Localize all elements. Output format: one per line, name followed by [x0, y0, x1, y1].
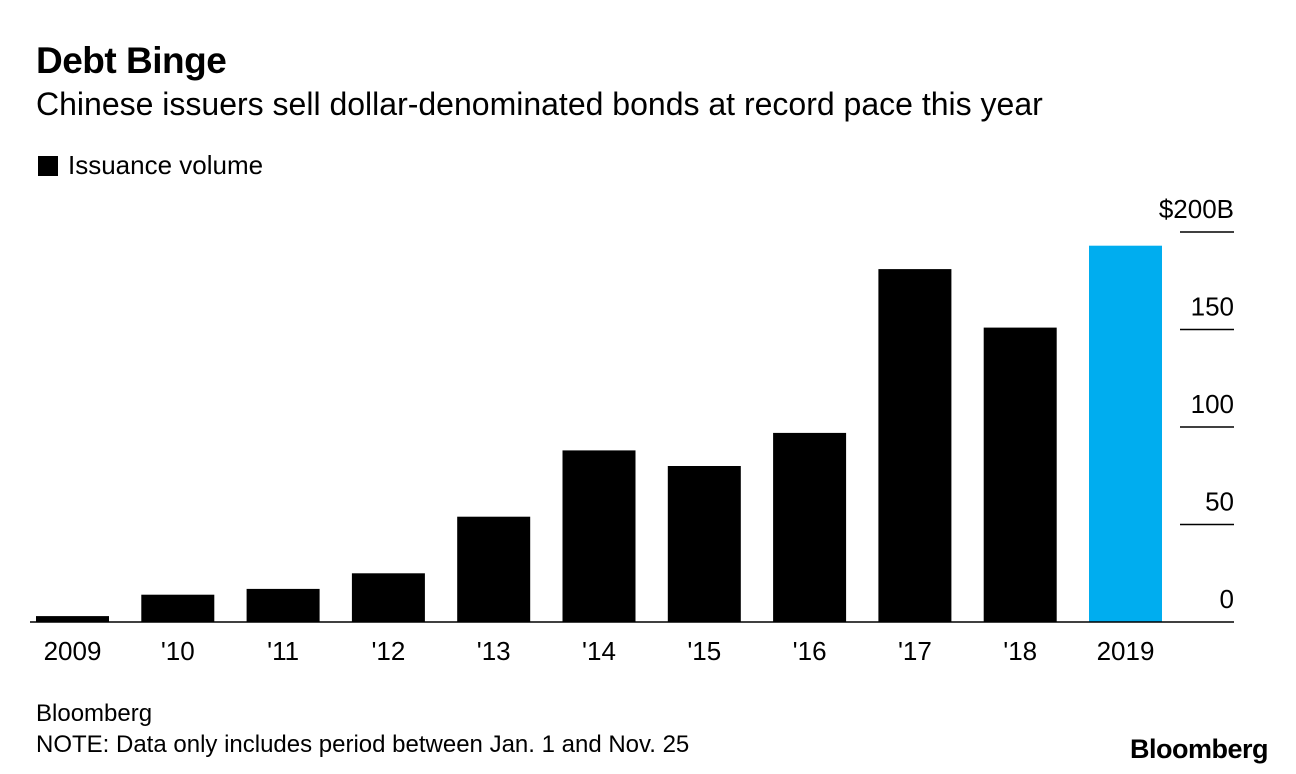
- y-tick-label: 100: [1191, 389, 1234, 419]
- legend-label: Issuance volume: [68, 150, 264, 180]
- bar-11: [246, 588, 320, 622]
- bars-group: [36, 245, 1162, 623]
- x-tick-label: 2009: [44, 636, 102, 666]
- y-tick-label: 50: [1205, 487, 1234, 517]
- bar-18: [983, 327, 1057, 622]
- bar-14: [562, 450, 636, 622]
- bar-12: [351, 573, 425, 623]
- x-tick-label: '16: [793, 636, 827, 666]
- note-text: NOTE: Data only includes period between …: [36, 731, 690, 758]
- x-tick-label: '17: [898, 636, 932, 666]
- bar-chart: 0 50 100 150 $200B 2009 '10 '11 '12 '13 '14 '15 '16…: [30, 194, 1234, 666]
- x-tick-label: '14: [582, 636, 616, 666]
- bar-16: [773, 432, 847, 622]
- bar-2009: [36, 616, 109, 622]
- y-tick-label: 150: [1191, 292, 1234, 322]
- chart-title: Debt Binge: [36, 40, 227, 81]
- x-tick-label: '15: [687, 636, 721, 666]
- x-tick-label: '10: [161, 636, 195, 666]
- x-tick-label: '11: [267, 636, 299, 666]
- bar-15: [667, 466, 741, 622]
- bloomberg-logo: Bloomberg: [1129, 734, 1269, 764]
- bar-17: [878, 269, 952, 622]
- y-tick-label: 0: [1220, 584, 1234, 614]
- x-tick-label: '12: [371, 636, 405, 666]
- chart-subtitle: Chinese issuers sell dollar-denominated …: [36, 86, 1043, 122]
- x-tick-label: '18: [1003, 636, 1037, 666]
- y-axis: 0 50 100 150 $200B: [1159, 194, 1234, 614]
- legend: Issuance volume: [38, 150, 263, 181]
- source-label: Bloomberg: [36, 700, 153, 727]
- bar-2019: [1089, 245, 1162, 622]
- x-tick-label: 2019: [1097, 636, 1155, 666]
- bar-13: [457, 516, 531, 622]
- legend-swatch: [38, 155, 58, 176]
- bar-10: [141, 594, 215, 622]
- x-tick-label: '13: [477, 636, 511, 666]
- y-tick-label: $200B: [1159, 194, 1234, 224]
- x-axis: 2009 '10 '11 '12 '13 '14 '15 '16 '17 '18 2019: [30, 621, 1234, 666]
